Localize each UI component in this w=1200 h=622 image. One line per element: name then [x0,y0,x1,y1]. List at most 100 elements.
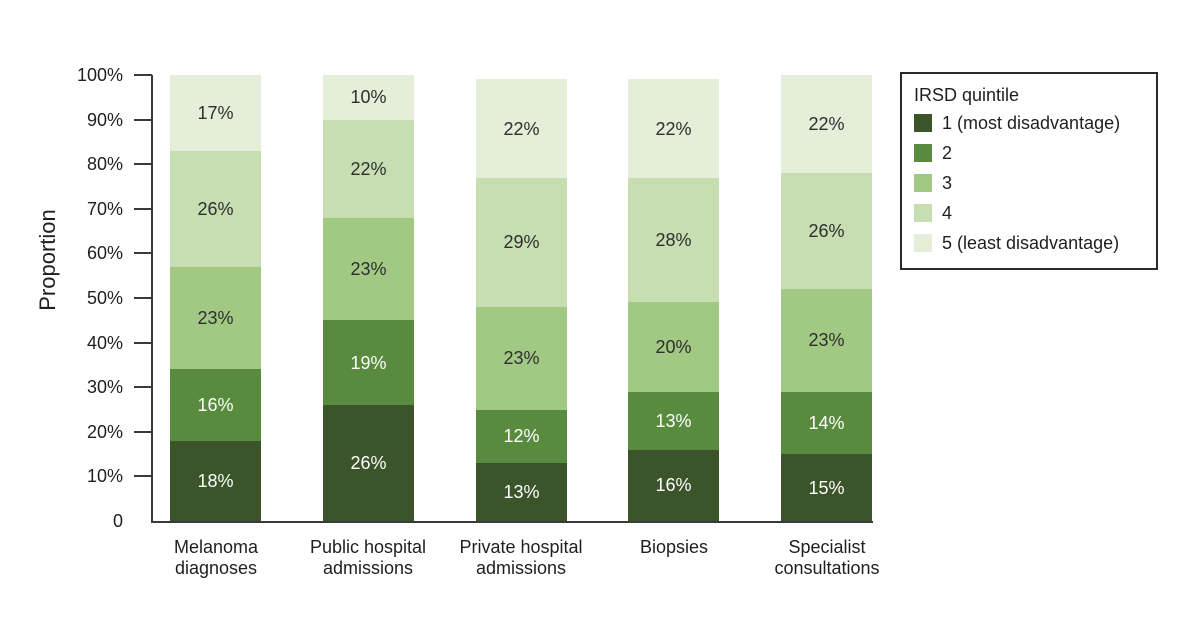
bar-segment: 16% [628,449,719,521]
bar-segment-value-label: 26% [350,453,387,474]
category-label: Biopsies [639,537,709,557]
legend-item: 4 [914,198,1144,228]
y-tick-label: 10% [86,466,123,487]
y-tick-label: 20% [86,421,123,442]
bar-segment: 22% [628,79,719,178]
legend-item-label: 3 [942,172,953,193]
legend-item-label: 5 (least disadvantage) [942,232,1120,253]
bar-segment: 19% [323,320,414,406]
bar-segment: 26% [781,173,872,290]
y-tick-mark [134,386,152,389]
bar-segment: 13% [628,391,719,450]
y-tick-label: 100% [76,65,123,85]
legend: IRSD quintile 1 (most disadvantage) 2 3 4 5 … [900,72,1158,270]
bar-segment: 22% [323,119,414,218]
bar-segment: 16% [170,369,261,441]
bar: 18% 16% 23% 26% 17% [170,75,261,521]
category-label: Private hospital admissions [459,537,583,578]
bar-segment-value-label: 18% [197,470,234,491]
category-label: Specialist consultations [774,537,880,578]
bar-segment: 23% [781,289,872,392]
bar-segment-value-label: 14% [808,412,845,433]
bar-segment: 12% [476,409,567,464]
bar-segment-value-label: 22% [503,118,540,139]
bar-segment-value-label: 15% [808,477,845,498]
y-tick-mark [134,207,152,210]
bar-segment-value-label: 23% [808,330,845,351]
bar-segment-value-label: 28% [655,230,692,251]
legend-item-label: 1 (most disadvantage) [942,112,1121,133]
bar-segment: 23% [476,306,567,410]
y-tick-mark [134,475,152,478]
bar-segment-value-label: 22% [808,114,845,135]
bar-segment: 22% [781,75,872,174]
bar-segment-value-label: 13% [655,410,692,431]
bar-segment: 28% [628,177,719,303]
bar: 13% 12% 23% 29% 22% [476,75,567,521]
y-tick-label: 80% [86,154,123,175]
y-axis-line [151,75,153,523]
bar-segment-value-label: 16% [655,475,692,496]
legend-swatch [914,234,932,252]
y-tick-label: 60% [86,243,123,264]
x-axis-line [151,521,873,523]
bar-segment: 14% [781,391,872,455]
y-tick-label: 0 [112,511,123,531]
bar-segment: 23% [170,266,261,370]
bar: 26% 19% 23% 22% 10% [323,75,414,521]
bar-segment: 13% [476,463,567,521]
bar-segment: 17% [170,75,261,151]
legend-item: 2 [914,138,1144,168]
y-tick-mark [134,74,152,76]
bar-segment: 15% [781,454,872,521]
bar-segment-value-label: 22% [350,158,387,179]
bar: 15% 14% 23% 26% 22% [781,75,872,521]
bar-segment-value-label: 17% [197,102,234,123]
y-tick-label: 30% [86,377,123,398]
y-tick-mark [134,297,152,299]
legend-swatch [914,174,932,192]
bar-segment-value-label: 19% [350,352,387,373]
legend-item-label: 4 [942,202,953,223]
legend-items: 1 (most disadvantage) 2 3 4 5 (least disadva… [914,108,1144,258]
bar: 16% 13% 20% 28% 22% [628,75,719,521]
y-tick-label: 50% [86,288,123,308]
y-tick-label: 70% [86,198,123,219]
bar-segment-value-label: 16% [197,395,234,416]
legend-item: 5 (least disadvantage) [914,228,1144,258]
y-tick-label: 40% [86,332,123,353]
y-tick-mark [134,430,152,433]
bar-segment-value-label: 22% [655,118,692,139]
bar-segment: 23% [323,217,414,321]
bar-segment: 20% [628,302,719,392]
bar-segment-value-label: 23% [197,308,234,329]
bar-segment: 26% [170,150,261,267]
y-tick-mark [134,118,152,121]
bar-segment: 29% [476,177,567,307]
bar-segment-value-label: 23% [503,348,540,369]
bar-segment-value-label: 13% [503,482,540,503]
y-tick-label: 90% [86,109,123,130]
category-label: Melanoma diagnoses [173,537,259,578]
bar-segment-value-label: 10% [350,87,387,108]
bar-segment-value-label: 26% [808,221,845,242]
bar-segment-value-label: 12% [503,426,540,447]
legend-title: IRSD quintile [914,85,1020,105]
legend-item: 1 (most disadvantage) [914,108,1144,138]
plot-area: 18% 16% 23% 26% 17% 26% 19% 23% 22% 10% 13% 12% 23% 2… [153,75,873,521]
bar-segment: 10% [323,75,414,120]
legend-swatch [914,204,932,222]
y-tick-mark [134,163,152,166]
legend-item-label: 2 [942,142,953,163]
legend-swatch [914,114,932,132]
bar-segment-value-label: 23% [350,259,387,280]
category-label: Public hospital admissions [309,537,427,578]
y-tick-mark [134,341,152,344]
legend-item: 3 [914,168,1144,198]
legend-swatch [914,144,932,162]
bar-segment: 18% [170,440,261,521]
bar-segment: 22% [476,79,567,178]
bar-segment-value-label: 26% [197,198,234,219]
bar-segment: 26% [323,405,414,521]
